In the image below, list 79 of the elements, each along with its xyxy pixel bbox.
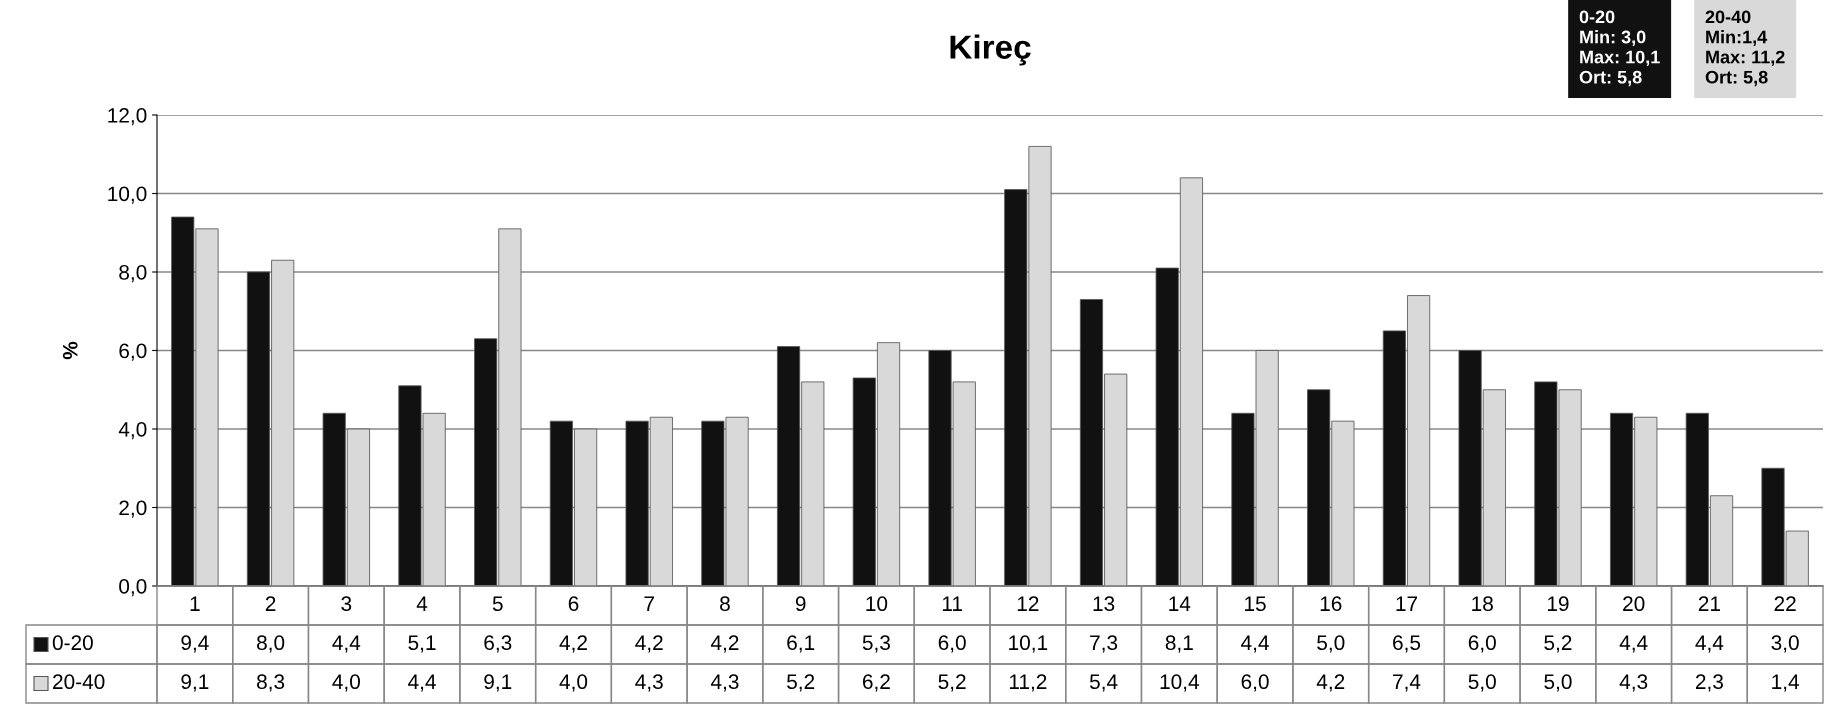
y-tick-label: 10,0 xyxy=(108,186,147,204)
data-label: 7,3 xyxy=(1090,635,1118,653)
x-tick-label: 13 xyxy=(1093,596,1115,612)
data-label: 11,2 xyxy=(1009,674,1047,692)
data-label: 5,2 xyxy=(1544,635,1572,653)
y-tick-label: 2,0 xyxy=(119,500,147,518)
text: 20-40 Min:1,4 Max: 11,2 Ort: 5,8 xyxy=(1705,10,1785,87)
data-label: 5,2 xyxy=(938,674,966,692)
data-label: 10,1 xyxy=(1009,635,1048,653)
x-tick-label: 4 xyxy=(416,596,428,611)
legend-label: 20-40 xyxy=(53,674,105,690)
x-tick-label: 9 xyxy=(795,596,806,612)
x-tick-label: 3 xyxy=(341,596,352,612)
data-label: 5,0 xyxy=(1544,674,1572,692)
data-label: 6,1 xyxy=(787,635,815,653)
data-label: 2,3 xyxy=(1695,674,1723,692)
x-tick-label: 14 xyxy=(1169,596,1191,611)
data-label: 4,0 xyxy=(332,674,360,692)
y-axis-title: % xyxy=(62,341,78,360)
data-label: 6,0 xyxy=(1468,635,1496,653)
data-label: 3,0 xyxy=(1771,635,1799,653)
y-tick-label: 6,0 xyxy=(119,343,147,361)
data-label: 5,1 xyxy=(408,635,436,653)
data-label: 9,1 xyxy=(181,674,209,692)
data-label: 9,1 xyxy=(484,674,512,692)
y-tick-label: 0,0 xyxy=(119,579,147,597)
data-label: 4,4 xyxy=(408,674,436,692)
data-label: 4,4 xyxy=(1619,635,1648,653)
x-tick-label: 8 xyxy=(720,596,730,612)
x-tick-label: 11 xyxy=(942,596,962,611)
data-label: 4,0 xyxy=(559,674,588,692)
x-tick-label: 15 xyxy=(1245,596,1266,612)
data-label: 4,4 xyxy=(332,635,361,653)
data-label: 5,4 xyxy=(1089,674,1118,692)
data-label: 4,2 xyxy=(710,635,739,653)
x-tick-label: 22 xyxy=(1774,596,1796,611)
x-tick-label: 5 xyxy=(492,596,503,612)
data-label: 6,3 xyxy=(484,635,512,653)
data-label: 8,3 xyxy=(257,674,285,692)
x-tick-label: 6 xyxy=(568,596,579,612)
x-tick-label: 18 xyxy=(1472,596,1493,612)
text: 0-20 Min: 3,0 Max: 10,1 Ort: 5,8 xyxy=(1579,10,1660,87)
x-tick-label: 1 xyxy=(190,596,200,611)
x-tick-label: 21 xyxy=(1698,596,1720,611)
data-label: 8,0 xyxy=(257,635,285,653)
data-label: 4,3 xyxy=(635,674,663,692)
x-tick-label: 20 xyxy=(1623,596,1645,612)
data-label: 7,4 xyxy=(1393,674,1421,692)
data-label: 5,0 xyxy=(1468,674,1496,692)
data-label: 1,4 xyxy=(1772,674,1800,692)
data-label: 4,3 xyxy=(710,674,739,692)
x-tick-label: 2 xyxy=(265,596,276,611)
data-label: 4,2 xyxy=(559,635,587,653)
data-label: 6,2 xyxy=(862,674,890,692)
chart-title: Kireç xyxy=(950,34,1031,66)
data-label: 5,2 xyxy=(787,674,815,692)
data-label: 4,2 xyxy=(635,635,663,653)
data-label: 10,4 xyxy=(1160,674,1199,692)
data-label: 5,3 xyxy=(862,635,890,653)
data-label: 4,2 xyxy=(1316,674,1345,692)
x-tick-label: 7 xyxy=(644,596,654,611)
data-label: 6,5 xyxy=(1393,635,1421,653)
x-tick-label: 19 xyxy=(1547,596,1569,612)
y-tick-label: 12,0 xyxy=(108,108,147,126)
x-tick-label: 16 xyxy=(1320,596,1342,612)
data-label: 6,0 xyxy=(1241,674,1269,692)
legend-label: 0-20 xyxy=(52,635,93,651)
x-tick-label: 17 xyxy=(1396,596,1418,611)
data-label: 6,0 xyxy=(938,635,966,653)
data-label: 5,0 xyxy=(1317,635,1345,653)
data-label: 4,4 xyxy=(1241,635,1269,653)
data-label: 8,1 xyxy=(1165,635,1193,653)
y-tick-label: 8,0 xyxy=(119,265,147,283)
x-tick-label: 12 xyxy=(1017,596,1039,611)
x-tick-label: 10 xyxy=(866,596,888,612)
data-label: 4,3 xyxy=(1619,674,1648,692)
y-tick-label: 4,0 xyxy=(118,422,147,440)
data-label: 4,4 xyxy=(1695,635,1724,653)
data-label: 9,4 xyxy=(181,635,209,653)
